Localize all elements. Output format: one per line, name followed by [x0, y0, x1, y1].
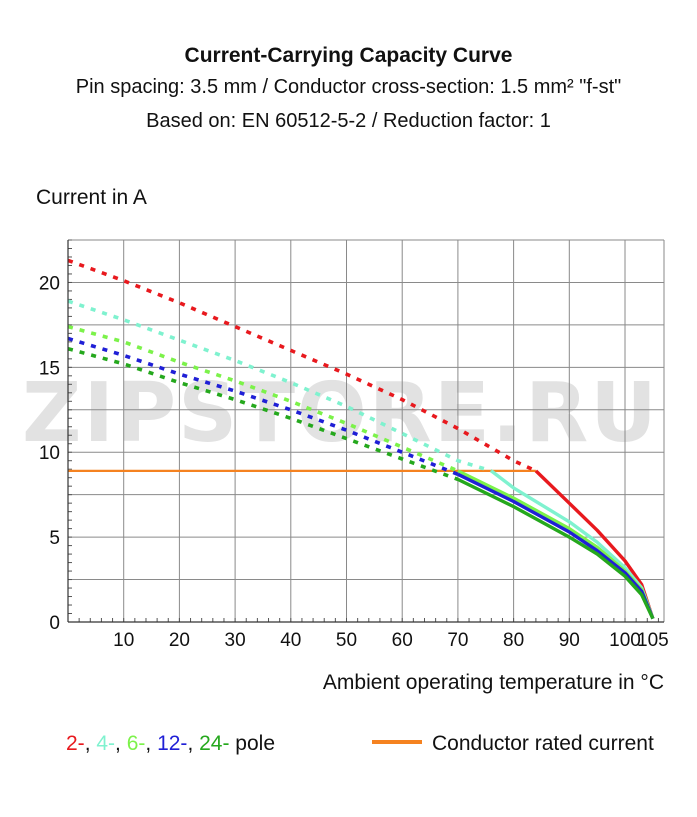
y-axis-label: Current in A: [36, 186, 147, 209]
x-tick-label: 100: [609, 630, 641, 651]
grid: [68, 239, 665, 622]
rated-current-swatch: [372, 740, 422, 745]
legend-pole-item: ,: [115, 732, 127, 755]
legend-pole-item: 4-: [96, 732, 116, 755]
x-tick-label: 10: [113, 630, 134, 651]
series-6-pole-extrapolated: [67, 324, 459, 473]
legend-pole-item: ,: [187, 732, 200, 755]
x-tick-label: 80: [503, 630, 524, 651]
chart-title: Current-Carrying Capacity Curve: [184, 44, 513, 67]
legend-pole-item: 6-: [126, 732, 146, 755]
x-tick-label: 105: [637, 630, 669, 651]
legend-rated-current: Conductor rated current: [372, 732, 654, 756]
chart-subtitle-standard: Based on: EN 60512-5-2 / Reduction facto…: [146, 110, 551, 132]
series-24-pole-extrapolated: [67, 346, 459, 482]
rated-current-label: Conductor rated current: [432, 732, 654, 755]
x-tick-label: 30: [225, 630, 246, 651]
series-lines: [67, 258, 655, 620]
y-tick-label: 15: [39, 358, 60, 379]
x-tick-label: 40: [280, 630, 301, 651]
y-tick-label: 5: [49, 528, 60, 549]
y-tick-label: 0: [49, 613, 60, 634]
series-24-pole-rated: [457, 477, 655, 620]
series-4-pole-extrapolated: [67, 299, 492, 473]
x-tick-label: 70: [447, 630, 468, 651]
series-12-pole-extrapolated: [67, 336, 459, 476]
x-tick-label: 50: [336, 630, 357, 651]
x-tick-label: 60: [392, 630, 413, 651]
legend-pole-item: ,: [145, 732, 158, 755]
legend-pole-item: ,: [84, 732, 97, 755]
legend-pole-item: pole: [229, 732, 276, 755]
x-axis-label: Ambient operating temperature in °C: [322, 671, 664, 694]
watermark: ZIPSTORE.RU: [22, 366, 659, 461]
legend-pole-item: 2-: [66, 732, 85, 755]
legend-poles: 2-, 4-, 6-, 12-, 24- pole: [66, 732, 275, 756]
axes: [67, 240, 664, 623]
legend-pole-item: 24-: [199, 732, 230, 755]
chart-subtitle-spacing: Pin spacing: 3.5 mm / Conductor cross-se…: [75, 76, 622, 98]
y-tick-label: 10: [39, 443, 60, 464]
x-tick-label: 20: [169, 630, 190, 651]
y-tick-label: 20: [39, 273, 60, 294]
series-12-pole-rated: [457, 472, 655, 620]
series-4-pole-rated: [490, 469, 655, 620]
series-2-pole-extrapolated: [67, 258, 537, 473]
x-tick-label: 90: [559, 630, 580, 651]
legend-pole-item: 12-: [157, 732, 188, 755]
